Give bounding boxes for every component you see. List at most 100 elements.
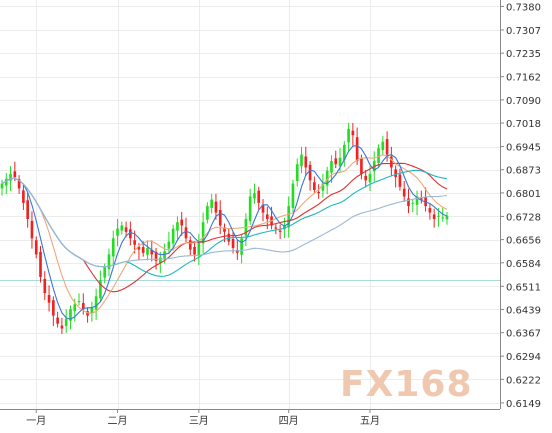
candle	[287, 196, 291, 238]
candle-body	[176, 222, 179, 231]
candle-body	[240, 238, 243, 255]
candle	[56, 311, 59, 328]
candle	[415, 190, 419, 216]
candle	[26, 192, 29, 228]
candle-body	[26, 200, 29, 219]
candle-body	[64, 318, 68, 326]
y-tick-label: 0.7162	[506, 73, 541, 84]
candle-body	[236, 249, 239, 253]
y-tick-label: 0.7090	[506, 96, 541, 107]
candle	[184, 217, 188, 243]
y-tick-label: 0.7380	[506, 2, 541, 13]
candle	[22, 184, 25, 210]
candle-body	[9, 173, 12, 181]
y-tick-label: 0.6511	[506, 282, 541, 293]
candle	[193, 241, 196, 262]
y-tick-label: 0.6728	[506, 212, 541, 223]
candle	[407, 188, 410, 214]
candle-body	[231, 238, 235, 248]
candle-body	[150, 249, 154, 255]
candle	[90, 301, 94, 322]
candle	[398, 168, 402, 191]
candle-body	[338, 157, 342, 167]
candle	[43, 271, 47, 301]
candle-body	[411, 202, 415, 204]
candle-body	[111, 238, 115, 257]
candle-body	[390, 156, 393, 168]
candle-body	[351, 130, 355, 136]
y-tick-label: 0.6801	[506, 189, 541, 200]
candle-body	[368, 173, 372, 183]
candle	[304, 146, 308, 177]
candle-body	[441, 217, 445, 219]
candle	[120, 221, 124, 235]
candle	[52, 296, 55, 326]
candle-body	[103, 267, 107, 278]
candle	[99, 270, 102, 303]
candle	[4, 172, 8, 195]
candle	[377, 144, 380, 167]
candle	[411, 199, 415, 213]
y-tick-label: 0.7018	[506, 119, 541, 130]
moving-averages	[1, 145, 448, 320]
y-tick-label: 0.6584	[506, 259, 541, 270]
candle-body	[116, 228, 119, 236]
y-tick-label: 0.6656	[506, 236, 541, 247]
candle	[129, 221, 132, 246]
candle-body	[261, 204, 265, 213]
candle-body	[69, 309, 72, 321]
candle-body	[129, 229, 132, 239]
candle-body	[60, 325, 64, 329]
candle-body	[163, 251, 166, 260]
candle-body	[52, 300, 55, 316]
y-tick-label: 0.7307	[506, 26, 541, 37]
candle-body	[248, 196, 252, 221]
candle	[167, 231, 171, 255]
candle-body	[206, 206, 209, 220]
candle-body	[432, 214, 436, 219]
candle	[445, 211, 449, 225]
candle	[150, 240, 154, 262]
candle	[180, 211, 184, 236]
candle-body	[317, 191, 320, 194]
y-axis-ticks: 0.7380 0.7307 0.7235 0.7162 0.7090 0.7018 0.69…	[500, 2, 541, 410]
candle	[394, 165, 397, 188]
candle-body	[180, 219, 184, 226]
candle-body	[381, 141, 385, 151]
x-tick-label: 一月	[26, 415, 46, 427]
candle	[390, 146, 393, 177]
candle	[317, 184, 320, 199]
candle-body	[377, 148, 380, 163]
candle-body	[39, 251, 42, 277]
candle-body	[107, 254, 111, 270]
candle-body	[184, 227, 188, 239]
candle-body	[394, 169, 397, 178]
candle-body	[321, 183, 325, 191]
candle	[231, 231, 235, 254]
candle	[210, 193, 213, 214]
candle	[295, 158, 299, 187]
y-tick-label: 0.6439	[506, 305, 541, 316]
candle-body	[154, 251, 158, 261]
candle	[227, 228, 231, 246]
candle-body	[313, 182, 316, 191]
candle	[77, 293, 81, 306]
candle	[60, 317, 64, 334]
candle-body	[360, 158, 363, 174]
candle-body	[415, 196, 419, 205]
candle-body	[90, 307, 94, 314]
candle	[402, 180, 406, 202]
candle	[381, 135, 385, 156]
candle	[206, 202, 209, 224]
candle-body	[201, 222, 205, 244]
x-tick-label: 五月	[360, 415, 380, 427]
candle	[188, 236, 192, 256]
candle	[240, 234, 243, 264]
candle	[347, 123, 350, 152]
candle-body	[342, 144, 346, 160]
y-tick-label: 0.6367	[506, 329, 541, 340]
candle-body	[274, 227, 278, 229]
watermark-text: FX168	[340, 364, 473, 405]
candle	[253, 183, 256, 204]
candle-body	[257, 190, 261, 203]
